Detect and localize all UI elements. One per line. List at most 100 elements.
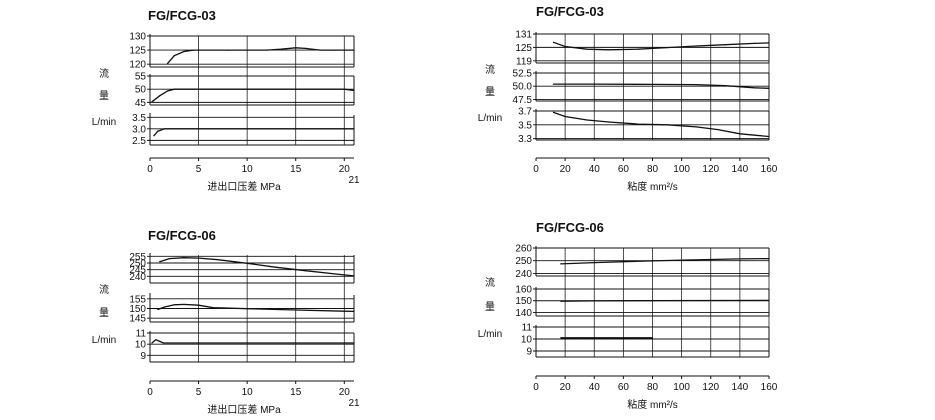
y-tick-label: 9: [140, 351, 146, 362]
data-point: [159, 340, 161, 342]
y-tick-label: 140: [515, 308, 532, 319]
y-tick-label: 47.5: [513, 95, 533, 106]
x-tick-label: 0: [147, 164, 153, 175]
data-point: [564, 45, 566, 48]
data-point: [586, 48, 588, 50]
data-point: [304, 270, 307, 272]
y-tick-label: 11: [136, 329, 147, 340]
x-tick-label: 5: [196, 387, 202, 398]
chart-title: FG/FCG-03: [148, 8, 216, 23]
y-tick-label: 125: [515, 43, 532, 54]
series-line: [151, 88, 355, 103]
data-point: [717, 129, 719, 131]
data-point: [353, 128, 355, 130]
data-point: [157, 308, 159, 311]
y-tick-label: 130: [129, 32, 146, 43]
y-tick-label: 250: [129, 259, 146, 270]
data-point: [155, 339, 157, 341]
panel-1: 119 125 131: [515, 30, 770, 67]
y-tick-label: 150: [129, 304, 146, 315]
x-tick-label: 60: [618, 382, 630, 393]
y-tick-label: 119: [516, 56, 532, 67]
x-tick-label: 160: [761, 382, 778, 393]
data-point: [168, 128, 171, 130]
series-line: [553, 111, 770, 138]
data-point: [265, 49, 268, 51]
data-point: [586, 119, 588, 121]
y-tick-label: 120: [129, 60, 146, 71]
data-point: [173, 304, 175, 306]
ylabel-char2: 量: [485, 86, 495, 98]
x-tick-label: 10: [242, 164, 254, 175]
data-point: [637, 48, 639, 50]
series-line: [553, 41, 770, 51]
data-point: [295, 88, 297, 90]
chart-title: FG/FCG-06: [536, 220, 604, 235]
y-tick-label: 255: [129, 252, 146, 263]
series-line: [151, 338, 354, 344]
data-point: [710, 299, 712, 302]
y-tick-label: 245: [129, 265, 146, 276]
data-point: [560, 300, 562, 302]
y-tick-label: 3.0: [132, 124, 146, 135]
data-point: [166, 90, 169, 92]
data-point: [246, 88, 248, 90]
data-point: [197, 128, 200, 130]
data-point: [166, 63, 169, 65]
data-point: [173, 55, 175, 57]
data-point: [304, 47, 307, 50]
data-point: [608, 49, 610, 51]
data-point: [343, 88, 345, 90]
data-point: [560, 263, 562, 265]
data-point: [183, 88, 185, 90]
data-point: [183, 303, 185, 306]
data-point: [753, 42, 756, 44]
x-tick-label: 20: [339, 164, 351, 175]
data-point: [295, 47, 297, 49]
y-tick-label: 250: [515, 256, 532, 267]
data-point: [651, 300, 654, 302]
chart-2: FG/FCG-03 流量 L/min 119 125 131 47.5 50.0 52.5 3.3…: [478, 4, 778, 193]
data-point: [159, 261, 161, 263]
data-point: [768, 257, 770, 260]
data-point: [295, 309, 297, 311]
ylabel-unit: L/min: [92, 117, 116, 128]
x-tick-label: 160: [761, 164, 778, 175]
x-axis-label: 粘度 mm²/s: [627, 180, 678, 193]
data-point: [768, 299, 770, 301]
x-tick-label: 0: [533, 164, 539, 175]
y-tick-label: 11: [522, 323, 533, 334]
data-point: [651, 83, 654, 85]
data-point: [246, 262, 248, 264]
y-tick-label: 50.0: [513, 82, 533, 93]
data-point: [295, 342, 297, 344]
data-point: [666, 124, 668, 126]
y-tick-label: 131: [515, 30, 532, 41]
data-point: [353, 342, 355, 344]
x-tick-label: 15: [290, 387, 302, 398]
data-point: [246, 342, 248, 344]
data-point: [151, 101, 153, 103]
data-point: [280, 48, 282, 50]
data-point: [552, 111, 555, 113]
data-point: [275, 266, 277, 268]
x-tick-label: 40: [589, 164, 601, 175]
x-tick-label: 0: [533, 382, 539, 393]
data-point: [295, 128, 297, 130]
x-tick-label: 120: [702, 382, 719, 393]
data-point: [608, 121, 610, 123]
ylabel-unit: L/min: [478, 329, 502, 340]
data-point: [681, 259, 683, 261]
data-point: [593, 83, 595, 85]
y-tick-label: 240: [515, 269, 532, 280]
data-point: [197, 88, 200, 90]
data-point: [579, 337, 581, 339]
data-point: [724, 44, 726, 46]
data-point: [353, 89, 355, 92]
x-tick-label: 80: [647, 164, 659, 175]
x-tick-label: 140: [732, 382, 749, 393]
y-tick-label: 55: [135, 72, 147, 83]
